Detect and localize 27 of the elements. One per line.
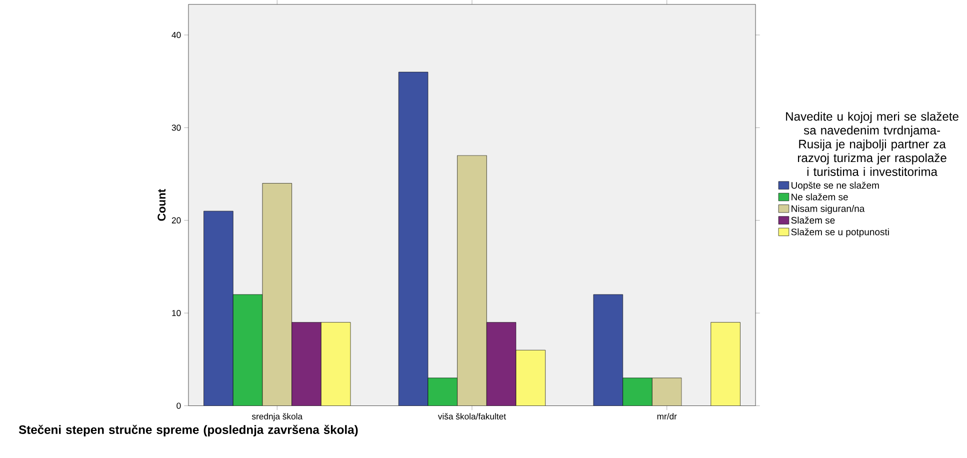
bar — [428, 378, 458, 406]
bar — [398, 72, 428, 406]
y-tick-label: 20 — [172, 217, 181, 224]
bar — [292, 322, 322, 406]
bar — [232, 294, 263, 406]
legend-label: Nisam siguran/na — [792, 204, 865, 214]
x-tick-label: mr/dr — [657, 412, 677, 420]
legend-label: Slažem se — [791, 216, 835, 224]
legend-label: Slažem se u potpunosti — [791, 228, 889, 237]
y-axis-title: Count — [158, 188, 166, 221]
legend-label: Ne slažem se — [792, 193, 848, 200]
y-tick-label: 0 — [176, 402, 181, 409]
x-axis-title: Stečeni stepen stručne spreme (poslednja završena škola) — [18, 424, 358, 436]
bar — [710, 322, 740, 406]
x-tick-label: viša škola/fakultet — [438, 412, 506, 420]
y-tick-label: 10 — [172, 310, 181, 316]
bar — [622, 378, 652, 406]
x-tick-label: srednja škola — [252, 412, 303, 421]
bar — [486, 322, 516, 406]
bar — [204, 210, 234, 406]
legend-title: Navedite u kojoj meri se slažete sa navedenim tvrdnjama- Rusija je najbolji partner za razvoj turizma jer raspolaže i turistima i investitorima — [786, 112, 958, 176]
bar — [320, 322, 351, 406]
y-tick-label: 30 — [172, 124, 181, 131]
legend-label: Uopšte se ne slažem — [792, 182, 879, 190]
bar — [516, 350, 546, 406]
bar — [593, 294, 624, 406]
y-tick-label: 40 — [172, 32, 181, 38]
